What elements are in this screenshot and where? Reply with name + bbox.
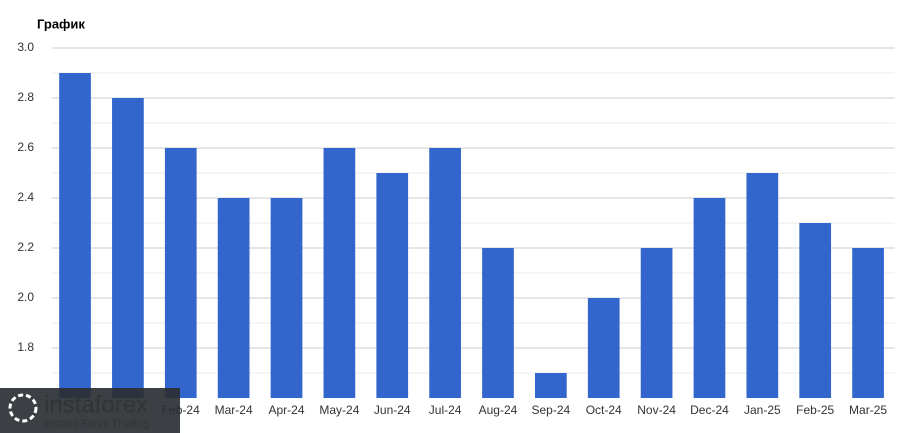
x-tick-label: Mar-25 — [849, 403, 887, 417]
bar — [376, 173, 409, 398]
y-tick-label: 3.0 — [17, 40, 34, 54]
bar — [693, 198, 726, 398]
x-tick-label: Feb-25 — [796, 403, 834, 417]
logo-tagline: Instant Forex Trading — [45, 418, 149, 430]
bar — [112, 98, 144, 398]
bar — [746, 173, 779, 398]
bar — [587, 298, 620, 398]
chart-title: График — [37, 16, 85, 31]
y-tick-label: 2.0 — [17, 290, 34, 304]
x-tick-label: Oct-24 — [586, 403, 622, 417]
bar — [429, 148, 461, 398]
bar — [799, 223, 832, 398]
y-tick-label: 2.2 — [17, 240, 34, 254]
x-tick-label: Jun-24 — [374, 403, 411, 417]
y-tick-label: 2.6 — [17, 140, 34, 154]
x-tick-label: Jul-24 — [429, 403, 462, 417]
bar — [482, 248, 514, 398]
y-tick-label: 2.4 — [17, 190, 34, 204]
x-tick-label: Nov-24 — [637, 403, 676, 417]
x-tick-label: Jan-25 — [744, 403, 781, 417]
bar — [640, 248, 673, 398]
x-tick-label: May-24 — [319, 403, 359, 417]
y-tick-label: 1.8 — [17, 340, 34, 354]
logo-icon — [8, 393, 38, 423]
bar — [217, 198, 250, 398]
x-tick-label: Dec-24 — [690, 403, 729, 417]
bar — [323, 148, 356, 398]
y-tick-label: 2.8 — [17, 90, 34, 104]
x-tick-label: Apr-24 — [268, 403, 304, 417]
logo-name: instaforex — [44, 391, 148, 418]
x-tick-label: Sep-24 — [532, 403, 571, 417]
bar — [852, 248, 884, 398]
bar — [534, 373, 567, 398]
bar — [270, 198, 303, 398]
bar — [59, 73, 91, 398]
x-tick-label: Aug-24 — [479, 403, 518, 417]
bar — [164, 148, 197, 398]
x-tick-label: Mar-24 — [215, 403, 253, 417]
